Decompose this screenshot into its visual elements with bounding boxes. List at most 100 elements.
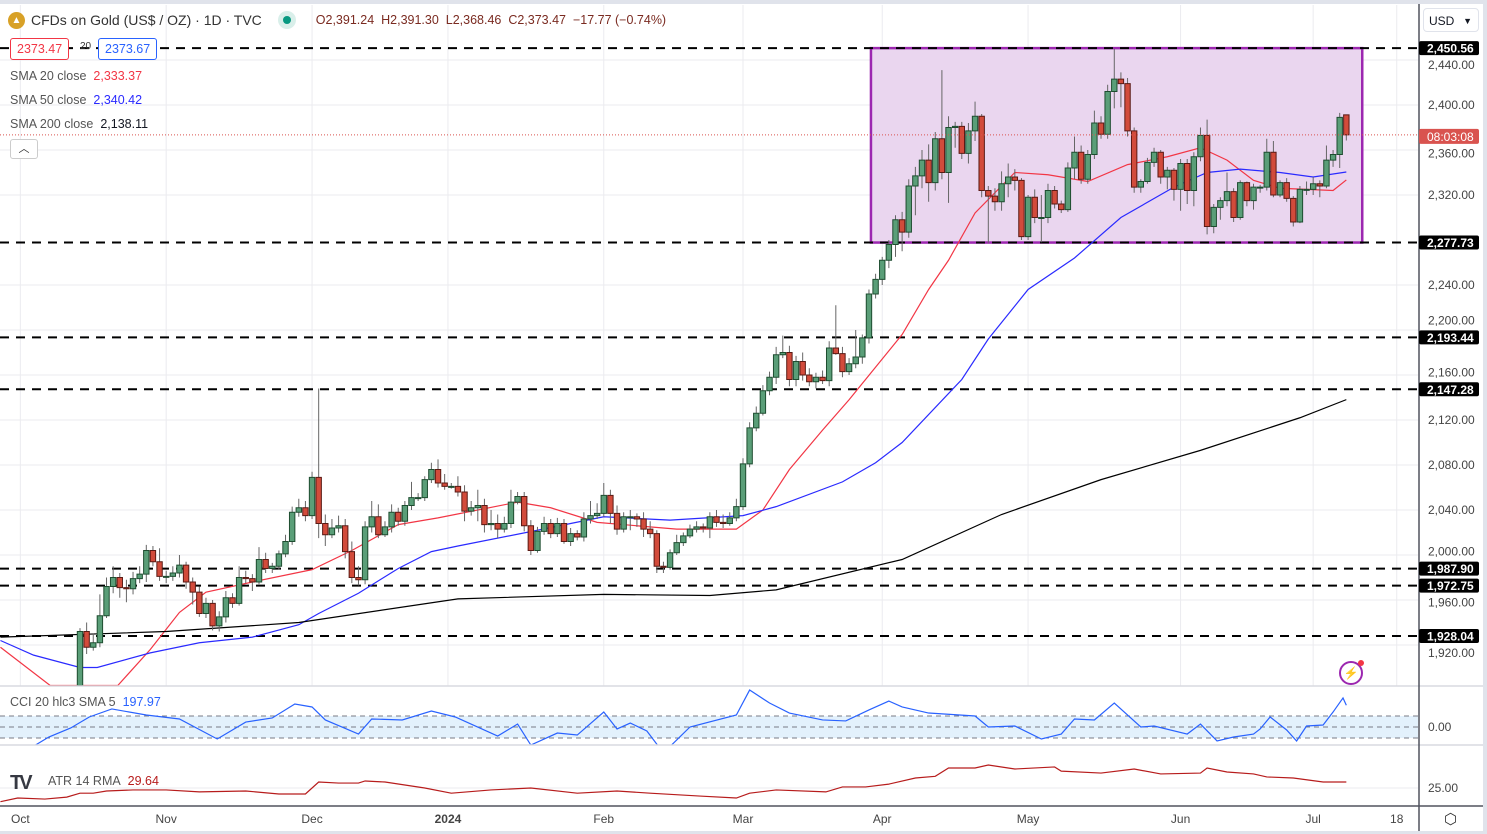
candle-down: [660, 565, 667, 568]
time-tick-label: Mar: [733, 812, 754, 826]
candle-up: [1064, 167, 1072, 211]
sell-price-box[interactable]: 2373.47: [10, 38, 70, 60]
candle-down: [799, 361, 806, 376]
legend-atr[interactable]: ATR 14 RMA 29.64: [48, 774, 159, 788]
candle-down: [786, 352, 793, 380]
candle-up: [865, 293, 873, 339]
candle-up: [1005, 176, 1012, 185]
candle-up: [216, 616, 223, 627]
candle-up: [998, 183, 1005, 203]
candle-down: [719, 521, 727, 524]
candle-up: [1217, 200, 1224, 208]
close-value: C2,373.47: [508, 13, 567, 27]
candle-up: [766, 376, 773, 392]
price-tick-label: 1,960.00: [1428, 596, 1475, 610]
candle-down: [832, 347, 840, 355]
candle-up: [474, 505, 482, 509]
candle-down: [1343, 114, 1350, 136]
candle-up: [852, 356, 859, 365]
candle-down: [1097, 122, 1105, 135]
candle-up: [269, 565, 276, 569]
candle-up: [421, 479, 428, 499]
level-price-badge: [1419, 235, 1479, 250]
currency-select[interactable]: USD ▼: [1423, 8, 1479, 32]
candle-up: [971, 115, 979, 132]
candle-up: [282, 541, 289, 555]
candle-up: [388, 511, 395, 528]
buy-price-box[interactable]: 2373.67: [98, 38, 158, 60]
candle-down: [196, 591, 203, 614]
candle-down: [302, 507, 309, 517]
legend-sma200[interactable]: SMA 200 close 2,138.11: [10, 117, 148, 131]
time-tick-label: Jul: [1306, 812, 1321, 826]
candle-up: [905, 185, 912, 233]
candle-up: [1091, 122, 1098, 155]
candle-up: [1190, 156, 1198, 191]
candle-down: [375, 516, 382, 536]
gear-icon[interactable]: ⬡: [1444, 811, 1458, 828]
candle-up: [1024, 196, 1032, 238]
candle-up: [600, 494, 607, 514]
open-value: O2,391.24: [315, 13, 375, 27]
candle-down: [434, 469, 442, 484]
candle-down: [1243, 182, 1251, 202]
candle-up: [812, 376, 820, 383]
sma200-value: 2,138.11: [100, 117, 149, 131]
candle-up: [487, 523, 495, 526]
candle-down: [322, 523, 329, 536]
tradingview-logo[interactable]: TV: [10, 772, 32, 794]
candle-up: [779, 352, 786, 356]
candle-up: [288, 511, 296, 542]
countdown-label: 08:03:08: [1427, 130, 1474, 144]
time-tick-label: Apr: [873, 812, 892, 826]
legend-cci[interactable]: CCI 20 hlc3 SMA 5 197.97: [10, 695, 161, 709]
time-tick-label: Dec: [301, 812, 322, 826]
price-tick-label: 1,920.00: [1428, 646, 1475, 660]
candle-down: [1077, 151, 1085, 180]
candle-up: [693, 526, 700, 530]
candle-down: [547, 523, 554, 535]
candle-down: [1011, 176, 1019, 181]
candle-down: [1203, 134, 1211, 227]
candle-up: [308, 476, 316, 517]
candle-up: [772, 354, 780, 378]
candle-down: [633, 516, 641, 520]
candle-up: [103, 586, 110, 617]
time-axis[interactable]: Oct Nov Dec 2024 Feb Mar Apr May Jun Jul 18: [11, 812, 1404, 826]
candle-down: [229, 597, 236, 604]
candle-down: [819, 376, 826, 382]
candle-down: [189, 581, 196, 593]
candle-up: [567, 533, 574, 542]
symbol-title[interactable]: CFDs on Gold (US$ / OZ) · 1D · TVC: [31, 12, 262, 28]
candle-up: [620, 516, 627, 530]
price-tick-label: 2,240.00: [1428, 278, 1475, 292]
candle-down: [938, 138, 946, 173]
candle-up: [169, 572, 177, 577]
price-axis[interactable]: 2,440.00 2,400.00 2,360.00 2,320.00 2,240.00…: [1419, 41, 1479, 795]
candle-up: [1237, 182, 1244, 218]
candle-down: [342, 525, 349, 553]
horizontal-levels[interactable]: [0, 47, 1418, 637]
collapse-legend-button[interactable]: ︿: [10, 139, 38, 159]
lightning-bolt-icon[interactable]: ⚡: [1339, 660, 1364, 685]
time-tick-label: May: [1017, 812, 1040, 826]
price-tick-label: 2,000.00: [1428, 545, 1475, 559]
change-value: −17.77 (−0.74%): [572, 13, 667, 27]
candle-up: [368, 516, 375, 528]
legend-sma20[interactable]: SMA 20 close 2,333.37: [10, 69, 142, 83]
sma50-label: SMA 50 close: [10, 93, 87, 107]
candle-up: [501, 523, 508, 530]
legend-sma50[interactable]: SMA 50 close 2,340.42: [10, 93, 142, 107]
time-tick-label: 18: [1390, 812, 1404, 826]
level-price-label: 1,928.04: [1427, 629, 1474, 643]
price-tick-label: 2,320.00: [1428, 188, 1475, 202]
right-border: [1483, 0, 1487, 834]
candle-up: [872, 278, 879, 295]
candle-up: [580, 518, 588, 538]
candle-up: [176, 564, 183, 574]
top-border: [0, 0, 1487, 4]
time-tick-label: Jun: [1171, 812, 1190, 826]
candle-up: [507, 501, 515, 524]
candle-down: [1018, 179, 1025, 238]
